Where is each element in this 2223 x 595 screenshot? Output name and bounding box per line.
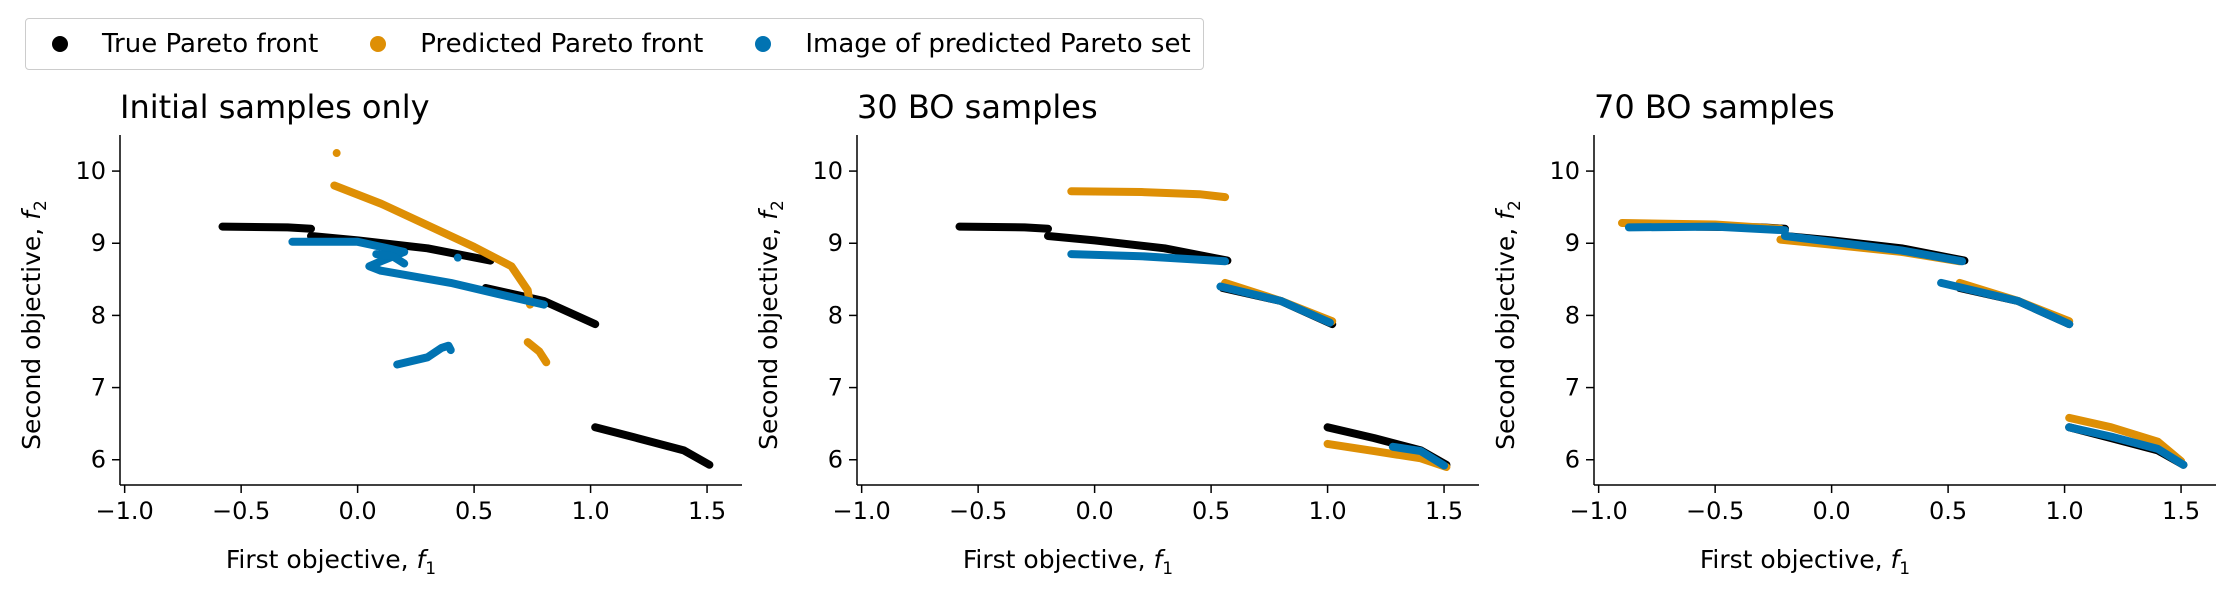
series-curve [1067,250,1230,266]
x-tick-label: 1.0 [1308,497,1346,525]
x-tick-label: 1.5 [2162,497,2200,525]
panel-title: 30 BO samples [857,88,1098,126]
series-curve [330,181,534,309]
y-axis-label-sub: 2 [1505,200,1525,211]
y-tick-label: 9 [828,229,843,257]
y-tick-label: 7 [828,374,843,402]
y-axis-label-sub: 2 [768,200,788,211]
series-true-pareto-front [218,222,714,469]
legend-marker [755,36,772,52]
legend-label: True Pareto front [102,29,319,59]
y-axis-label-sub: 2 [31,200,51,211]
y-tick-label: 10 [1549,157,1580,185]
x-tick-label: 0.5 [1192,497,1230,525]
x-axis-label-text: First objective, [963,545,1154,574]
panel-2: −1.0 −0.5 0.0 0.5 1.0 1.5 6 7 8 9 10 30 BO samples F… [754,88,1479,579]
series-curve [1044,232,1232,265]
plot-area [955,187,1451,471]
legend-entry: True Pareto front [52,29,318,59]
y-axis-label: Second objective, f2 [754,200,788,450]
y-tick-label: 8 [1565,301,1580,329]
legend-label: Predicted Pareto front [420,29,704,59]
series-point [453,253,462,262]
y-tick-label: 9 [1565,229,1580,257]
x-tick-label: 0.5 [1929,497,1967,525]
series-predicted-pareto-front [330,149,551,367]
y-axis-label-text: Second objective, [754,220,783,450]
series-curve [1937,278,2074,329]
series-image-of-predicted-pareto-set [288,237,548,369]
series-predicted-pareto-front [1067,187,1451,471]
y-tick-label: 9 [91,229,106,257]
panel-title: 70 BO samples [1594,88,1835,126]
x-axis-label-text: First objective, [226,545,417,574]
series-curve [2065,423,2188,469]
legend-marker [370,36,387,52]
plot-area [1618,219,2188,469]
x-tick-label: −0.5 [212,497,270,525]
series-image-of-predicted-pareto-set [1624,222,2188,469]
x-tick-label: 1.0 [571,497,609,525]
series-curve [372,250,409,268]
legend-entry: Predicted Pareto front [370,29,703,59]
x-tick-label: 0.0 [339,497,377,525]
y-tick-label: 6 [1565,446,1580,474]
panel-3: −1.0 −0.5 0.0 0.5 1.0 1.5 6 7 8 9 10 70 BO samples F… [1491,88,2216,579]
x-tick-label: 1.0 [2045,497,2083,525]
x-axis-label-sub: 1 [1899,559,1910,579]
plot-area [218,149,714,469]
series-curve [393,341,455,369]
y-axis-label: Second objective, f2 [1491,200,1525,450]
series-curve [288,237,548,309]
x-tick-label: 1.5 [1425,497,1463,525]
y-tick-label: 10 [75,157,106,185]
legend: True Pareto front Predicted Pareto front I… [25,18,1204,70]
series-curve [1388,442,1449,470]
series-curve [955,222,1052,233]
series-curve [591,423,714,469]
series-curve [218,222,315,233]
y-axis-label-text: Second objective, [1491,220,1520,450]
x-tick-label: 1.5 [688,497,726,525]
legend-entry: Image of predicted Pareto set [755,29,1191,59]
series-curve [1067,187,1230,202]
x-tick-label: 0.0 [1813,497,1851,525]
series-point [332,149,341,158]
y-tick-label: 8 [91,301,106,329]
x-tick-label: −1.0 [833,497,891,525]
panel-1: −1.0 −0.5 0.0 0.5 1.0 1.5 6 7 8 9 10 Initial sample… [17,88,742,579]
series-image-of-predicted-pareto-set [1067,250,1449,470]
y-tick-label: 10 [812,157,843,185]
series-curve [1216,282,1334,327]
x-axis-label-sub: 1 [1162,559,1173,579]
y-tick-label: 6 [91,446,106,474]
panel-title: Initial samples only [120,88,430,126]
x-tick-label: −1.0 [1570,497,1628,525]
x-axis-label-text: First objective, [1700,545,1891,574]
y-axis-label-text: Second objective, [17,220,46,450]
x-tick-label: −0.5 [949,497,1007,525]
y-tick-label: 7 [91,374,106,402]
x-tick-label: 0.0 [1076,497,1114,525]
series-curve [1781,232,1967,266]
x-axis-label: First objective, f1 [1700,545,1910,579]
y-tick-label: 8 [828,301,843,329]
y-axis-label: Second objective, f2 [17,200,51,450]
series-curve [1624,222,1789,235]
y-tick-label: 7 [1565,374,1580,402]
legend-marker [52,36,68,52]
legend-label: Image of predicted Pareto set [805,29,1191,59]
series-curve [523,338,551,367]
y-tick-label: 6 [828,446,843,474]
x-tick-label: 0.5 [455,497,493,525]
x-axis-label: First objective, f1 [963,545,1173,579]
x-tick-label: −1.0 [96,497,154,525]
series-predicted-pareto-front [1618,219,2186,466]
x-axis-label-sub: 1 [425,559,436,579]
x-axis-label: First objective, f1 [226,545,436,579]
x-tick-label: −0.5 [1686,497,1744,525]
